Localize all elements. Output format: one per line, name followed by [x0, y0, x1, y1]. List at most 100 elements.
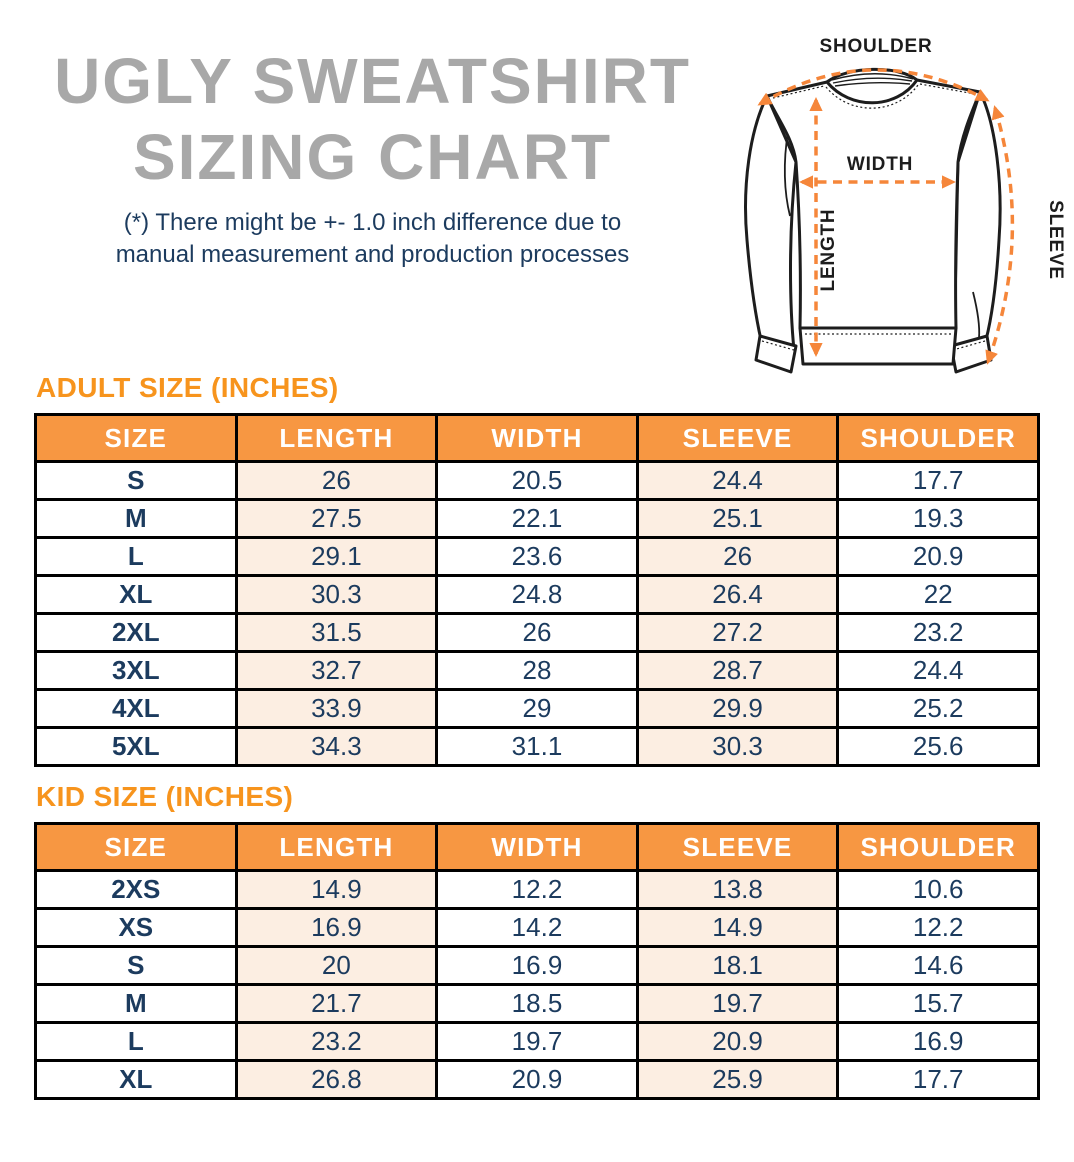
- measurement-cell: 24.4: [635, 460, 840, 501]
- measurement-cell: 20.9: [836, 536, 1040, 577]
- measurement-cell: 31.1: [435, 726, 639, 767]
- table-row: 5XL 34.3 31.1 30.3 25.6: [34, 726, 1040, 767]
- size-cell: XL: [34, 574, 238, 615]
- kid-size-section: KID SIZE (INCHES) SIZE LENGTH WIDTH SLEE…: [0, 781, 1074, 1100]
- column-header-size: SIZE: [34, 413, 238, 463]
- measurement-cell: 34.3: [234, 726, 439, 767]
- measurement-cell: 24.4: [836, 650, 1040, 691]
- size-cell: XL: [34, 1059, 238, 1100]
- measurement-cell: 32.7: [234, 650, 439, 691]
- table-row: M 21.7 18.5 19.7 15.7: [34, 983, 1040, 1024]
- adult-size-section: ADULT SIZE (INCHES) SIZE LENGTH WIDTH SL…: [0, 372, 1074, 767]
- measurement-cell: 14.9: [234, 869, 439, 910]
- measurement-cell: 23.2: [836, 612, 1040, 653]
- measurement-cell: 29.1: [234, 536, 439, 577]
- measurement-cell: 27.5: [234, 498, 439, 539]
- measurement-cell: 20.9: [635, 1021, 840, 1062]
- measurement-cell: 14.6: [836, 945, 1040, 986]
- table-row: S 20 16.9 18.1 14.6: [34, 945, 1040, 986]
- table-row: XL 26.8 20.9 25.9 17.7: [34, 1059, 1040, 1100]
- measurement-cell: 14.9: [635, 907, 840, 948]
- size-cell: 5XL: [34, 726, 238, 767]
- measurement-cell: 26.4: [635, 574, 840, 615]
- sleeve-measure-label: SLEEVE: [1045, 200, 1066, 280]
- measurement-cell: 22.1: [435, 498, 639, 539]
- size-cell: 4XL: [34, 688, 238, 729]
- measurement-cell: 13.8: [635, 869, 840, 910]
- size-cell: 2XL: [34, 612, 238, 653]
- table-row: L 23.2 19.7 20.9 16.9: [34, 1021, 1040, 1062]
- column-header-width: WIDTH: [435, 822, 639, 872]
- table-row: M 27.5 22.1 25.1 19.3: [34, 498, 1040, 539]
- column-header-sleeve: SLEEVE: [635, 413, 840, 463]
- measurement-cell: 30.3: [234, 574, 439, 615]
- adult-size-heading: ADULT SIZE (INCHES): [36, 372, 339, 403]
- measurement-cell: 28.7: [635, 650, 840, 691]
- measurement-cell: 16.9: [836, 1021, 1040, 1062]
- sweatshirt-diagram-svg: SHOULDER WIDTH LENGTH SLEEVE: [744, 36, 1066, 374]
- size-cell: M: [34, 498, 238, 539]
- size-cell: 3XL: [34, 650, 238, 691]
- measurement-cell: 19.7: [435, 1021, 639, 1062]
- header-section: UGLY SWEATSHIRT SIZING CHART (*) There m…: [0, 0, 1074, 374]
- table-row: XS 16.9 14.2 14.9 12.2: [34, 907, 1040, 948]
- size-cell: S: [34, 945, 238, 986]
- measurement-cell: 27.2: [635, 612, 840, 653]
- column-header-shoulder: SHOULDER: [836, 822, 1040, 872]
- column-header-length: LENGTH: [234, 822, 439, 872]
- measurement-cell: 31.5: [234, 612, 439, 653]
- column-header-width: WIDTH: [435, 413, 639, 463]
- measurement-cell: 19.7: [635, 983, 840, 1024]
- disclaimer-line2: manual measurement and production proces…: [115, 240, 630, 268]
- column-header-length: LENGTH: [234, 413, 439, 463]
- measurement-cell: 28: [435, 650, 639, 691]
- measurement-cell: 23.6: [435, 536, 639, 577]
- measurement-cell: 25.9: [635, 1059, 840, 1100]
- adult-table-header-row: SIZE LENGTH WIDTH SLEEVE SHOULDER: [34, 413, 1040, 463]
- measurement-cell: 30.3: [635, 726, 840, 767]
- measurement-cell: 10.6: [836, 869, 1040, 910]
- measurement-cell: 26: [435, 612, 639, 653]
- table-row: XL 30.3 24.8 26.4 22: [34, 574, 1040, 615]
- measurement-cell: 25.1: [635, 498, 840, 539]
- length-measure-label: LENGTH: [818, 209, 839, 292]
- kid-size-heading: KID SIZE (INCHES): [36, 781, 294, 812]
- sweatshirt-left-sleeve-outline: [744, 94, 798, 374]
- size-cell: S: [34, 460, 238, 501]
- measurement-cell: 21.7: [234, 983, 439, 1024]
- disclaimer-line1: (*) There might be +- 1.0 inch differenc…: [123, 209, 622, 237]
- measurement-cell: 23.2: [234, 1021, 439, 1062]
- disclaimer-text: (*) There might be +- 1.0 inch differenc…: [0, 207, 745, 271]
- size-cell: 2XS: [34, 869, 238, 910]
- measurement-cell: 24.8: [435, 574, 639, 615]
- table-row: 3XL 32.7 28 28.7 24.4: [34, 650, 1040, 691]
- measurement-cell: 29: [435, 688, 639, 729]
- measurement-cell: 18.1: [635, 945, 840, 986]
- measurement-cell: 18.5: [435, 983, 639, 1024]
- measurement-cell: 20.5: [435, 460, 639, 501]
- measurement-cell: 26: [635, 536, 840, 577]
- title-block: UGLY SWEATSHIRT SIZING CHART (*) There m…: [0, 44, 745, 271]
- measurement-cell: 14.2: [435, 907, 639, 948]
- size-cell: L: [34, 1021, 238, 1062]
- measurement-cell: 26: [234, 460, 439, 501]
- measurement-cell: 22: [836, 574, 1040, 615]
- column-header-size: SIZE: [34, 822, 238, 872]
- table-row: 2XS 14.9 12.2 13.8 10.6: [34, 869, 1040, 910]
- width-measure-label: WIDTH: [847, 154, 913, 175]
- size-cell: XS: [34, 907, 238, 948]
- kid-table-header-row: SIZE LENGTH WIDTH SLEEVE SHOULDER: [34, 822, 1040, 872]
- page-title-line1: UGLY SWEATSHIRT: [54, 45, 691, 117]
- measurement-cell: 25.6: [836, 726, 1040, 767]
- table-row: S 26 20.5 24.4 17.7: [34, 460, 1040, 501]
- shoulder-measure-label: SHOULDER: [819, 36, 932, 57]
- sweatshirt-measurement-diagram: SHOULDER WIDTH LENGTH SLEEVE: [730, 0, 1074, 390]
- adult-size-table: SIZE LENGTH WIDTH SLEEVE SHOULDER S 26 20.…: [34, 413, 1040, 767]
- measurement-cell: 17.7: [836, 1059, 1040, 1100]
- table-row: 2XL 31.5 26 27.2 23.2: [34, 612, 1040, 653]
- measurement-cell: 12.2: [836, 907, 1040, 948]
- measurement-cell: 17.7: [836, 460, 1040, 501]
- sleeve-arrow: [985, 105, 1015, 365]
- measurement-cell: 29.9: [635, 688, 840, 729]
- size-cell: M: [34, 983, 238, 1024]
